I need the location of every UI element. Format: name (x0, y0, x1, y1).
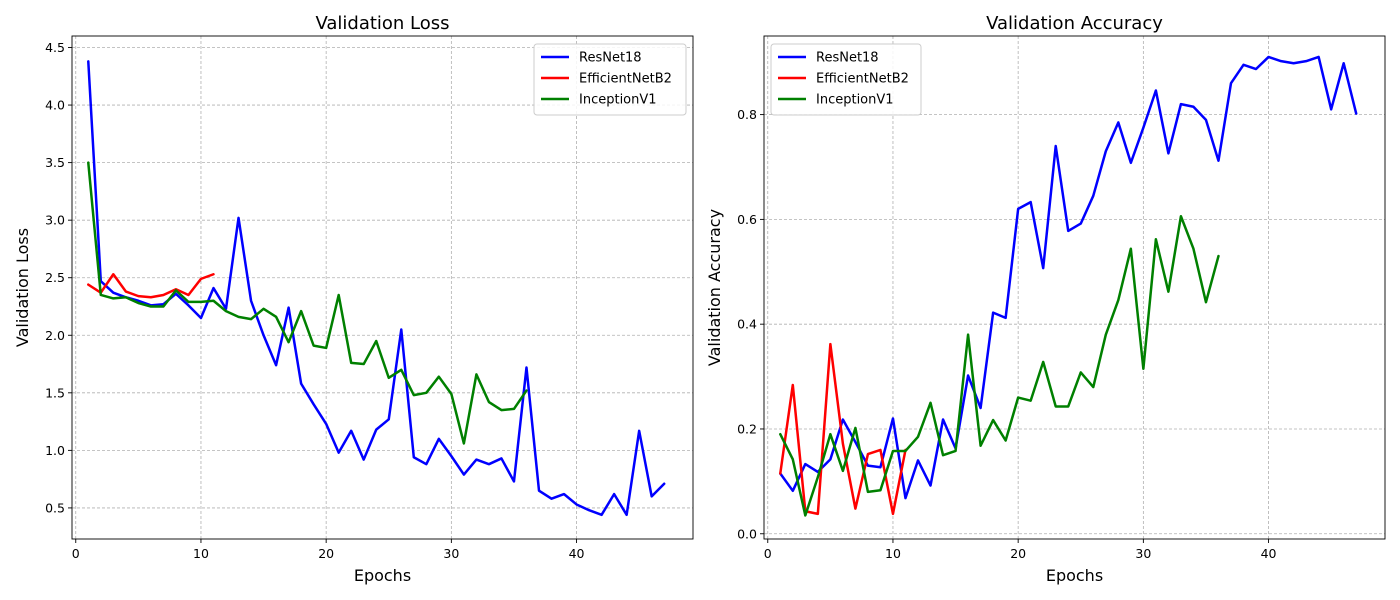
grid-layer (72, 36, 693, 539)
x-tick-label: 10 (193, 546, 209, 561)
x-tick-label: 30 (443, 546, 459, 561)
series-layer (87, 60, 666, 517)
legend-label-efficientnetb2: EfficientNetB2 (816, 72, 909, 87)
y-tick-label: 0.5 (45, 500, 65, 515)
grid-layer (764, 36, 1385, 539)
x-axis-label: Epochs (1046, 566, 1103, 585)
x-tick-label: 30 (1135, 546, 1151, 561)
y-tick-label: 0.6 (737, 212, 757, 227)
y-tick-label: 0.8 (737, 107, 757, 122)
x-axis-ticks: 0 10 20 30 40 (72, 539, 585, 561)
series-line-efficientnetb2 (87, 273, 215, 299)
y-tick-label: 4.5 (45, 40, 65, 55)
y-tick-label: 3.5 (45, 155, 65, 170)
legend-label-efficientnetb2: EfficientNetB2 (579, 72, 672, 87)
legend-label-resnet18: ResNet18 (579, 51, 642, 66)
series-line-efficientnetb2 (779, 342, 907, 516)
legend: ResNet18 EfficientNetB2 InceptionV1 (533, 43, 687, 116)
series-layer (779, 55, 1358, 517)
plot-frame (763, 35, 1386, 540)
legend-box (533, 43, 687, 116)
y-tick-label: 0.2 (737, 421, 757, 436)
chart-title: Validation Accuracy (986, 13, 1163, 34)
x-axis-ticks: 0 10 20 30 40 (764, 539, 1277, 561)
y-axis-label: Validation Accuracy (705, 209, 724, 366)
x-tick-label: 40 (569, 546, 585, 561)
legend-label-inceptionv1: InceptionV1 (579, 93, 657, 108)
y-tick-label: 1.5 (45, 385, 65, 400)
y-tick-label: 3.0 (45, 213, 65, 228)
series-line-inceptionv1 (87, 161, 528, 445)
x-axis-label: Epochs (354, 566, 411, 585)
series-line-resnet18 (87, 60, 666, 517)
x-tick-label: 10 (885, 546, 901, 561)
y-tick-label: 0.0 (737, 526, 757, 541)
y-tick-label: 0.4 (737, 317, 757, 332)
x-tick-label: 0 (72, 546, 80, 561)
chart-title: Validation Loss (315, 13, 449, 34)
y-tick-label: 2.5 (45, 270, 65, 285)
validation-accuracy-chart: 0 10 20 30 40 0.0 0.2 0.4 0.6 0.8 Validation Acc… (705, 13, 1386, 585)
x-tick-label: 20 (318, 546, 334, 561)
legend-box (770, 43, 922, 116)
y-axis-label: Validation Loss (13, 228, 32, 347)
x-tick-label: 20 (1010, 546, 1026, 561)
plot-frame (71, 35, 694, 540)
series-line-resnet18 (779, 55, 1358, 500)
legend-label-inceptionv1: InceptionV1 (816, 93, 894, 108)
validation-loss-chart: 0 10 20 30 40 0.5 1.0 1.5 2.0 2.5 3.0 3.5 4.0 4.5 Va… (13, 13, 694, 585)
x-tick-label: 40 (1261, 546, 1277, 561)
y-axis-ticks: 0.0 0.2 0.4 0.6 0.8 (737, 107, 764, 541)
y-axis-ticks: 0.5 1.0 1.5 2.0 2.5 3.0 3.5 4.0 4.5 (45, 40, 72, 515)
series-line-inceptionv1 (779, 214, 1220, 517)
legend-label-resnet18: ResNet18 (816, 51, 879, 66)
x-tick-label: 0 (764, 546, 772, 561)
legend: ResNet18 EfficientNetB2 InceptionV1 (770, 43, 922, 116)
y-tick-label: 4.0 (45, 98, 65, 113)
y-tick-label: 1.0 (45, 443, 65, 458)
y-tick-label: 2.0 (45, 328, 65, 343)
